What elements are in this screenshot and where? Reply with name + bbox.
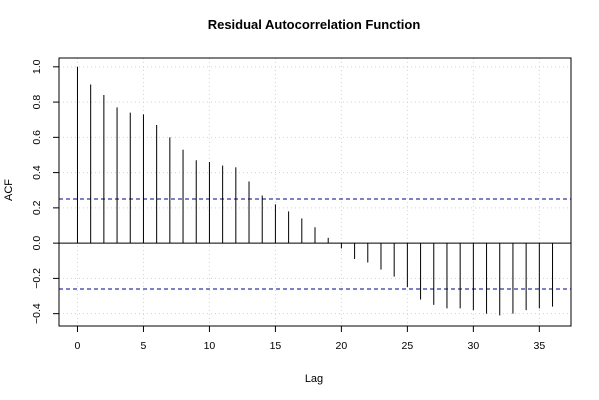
acf-bars xyxy=(76,66,554,316)
confidence-bounds xyxy=(59,198,571,290)
axes: 0 5 10 15 20 25 30 35 −0.4 −0.2 0.0 0.2 0.4 0.6 0.8 1.0 xyxy=(31,59,571,352)
y-tick-label: 0.2 xyxy=(31,200,43,215)
x-tick-label: 15 xyxy=(270,340,282,352)
x-tick-label: 20 xyxy=(336,340,348,352)
x-tick-label: 10 xyxy=(204,340,216,352)
x-tick-label: 30 xyxy=(468,340,480,352)
x-tick-label: 0 xyxy=(75,340,81,352)
y-tick-label: 0.8 xyxy=(31,95,43,110)
x-tick-label: 35 xyxy=(533,340,545,352)
y-tick-label: 0.6 xyxy=(31,130,43,145)
y-tick-label: −0.4 xyxy=(31,303,43,324)
plot-frame xyxy=(58,57,572,327)
y-tick-label: 0.0 xyxy=(31,236,43,251)
x-tick-label: 25 xyxy=(402,340,414,352)
y-tick-label: 1.0 xyxy=(31,59,43,74)
x-axis-label: Lag xyxy=(305,373,323,385)
y-tick-label: 0.4 xyxy=(31,165,43,180)
y-tick-label: −0.2 xyxy=(31,268,43,289)
x-tick-label: 5 xyxy=(141,340,147,352)
grid xyxy=(59,58,571,326)
y-axis-label: ACF xyxy=(3,179,15,201)
chart-title: Residual Autocorrelation Function xyxy=(208,17,421,32)
